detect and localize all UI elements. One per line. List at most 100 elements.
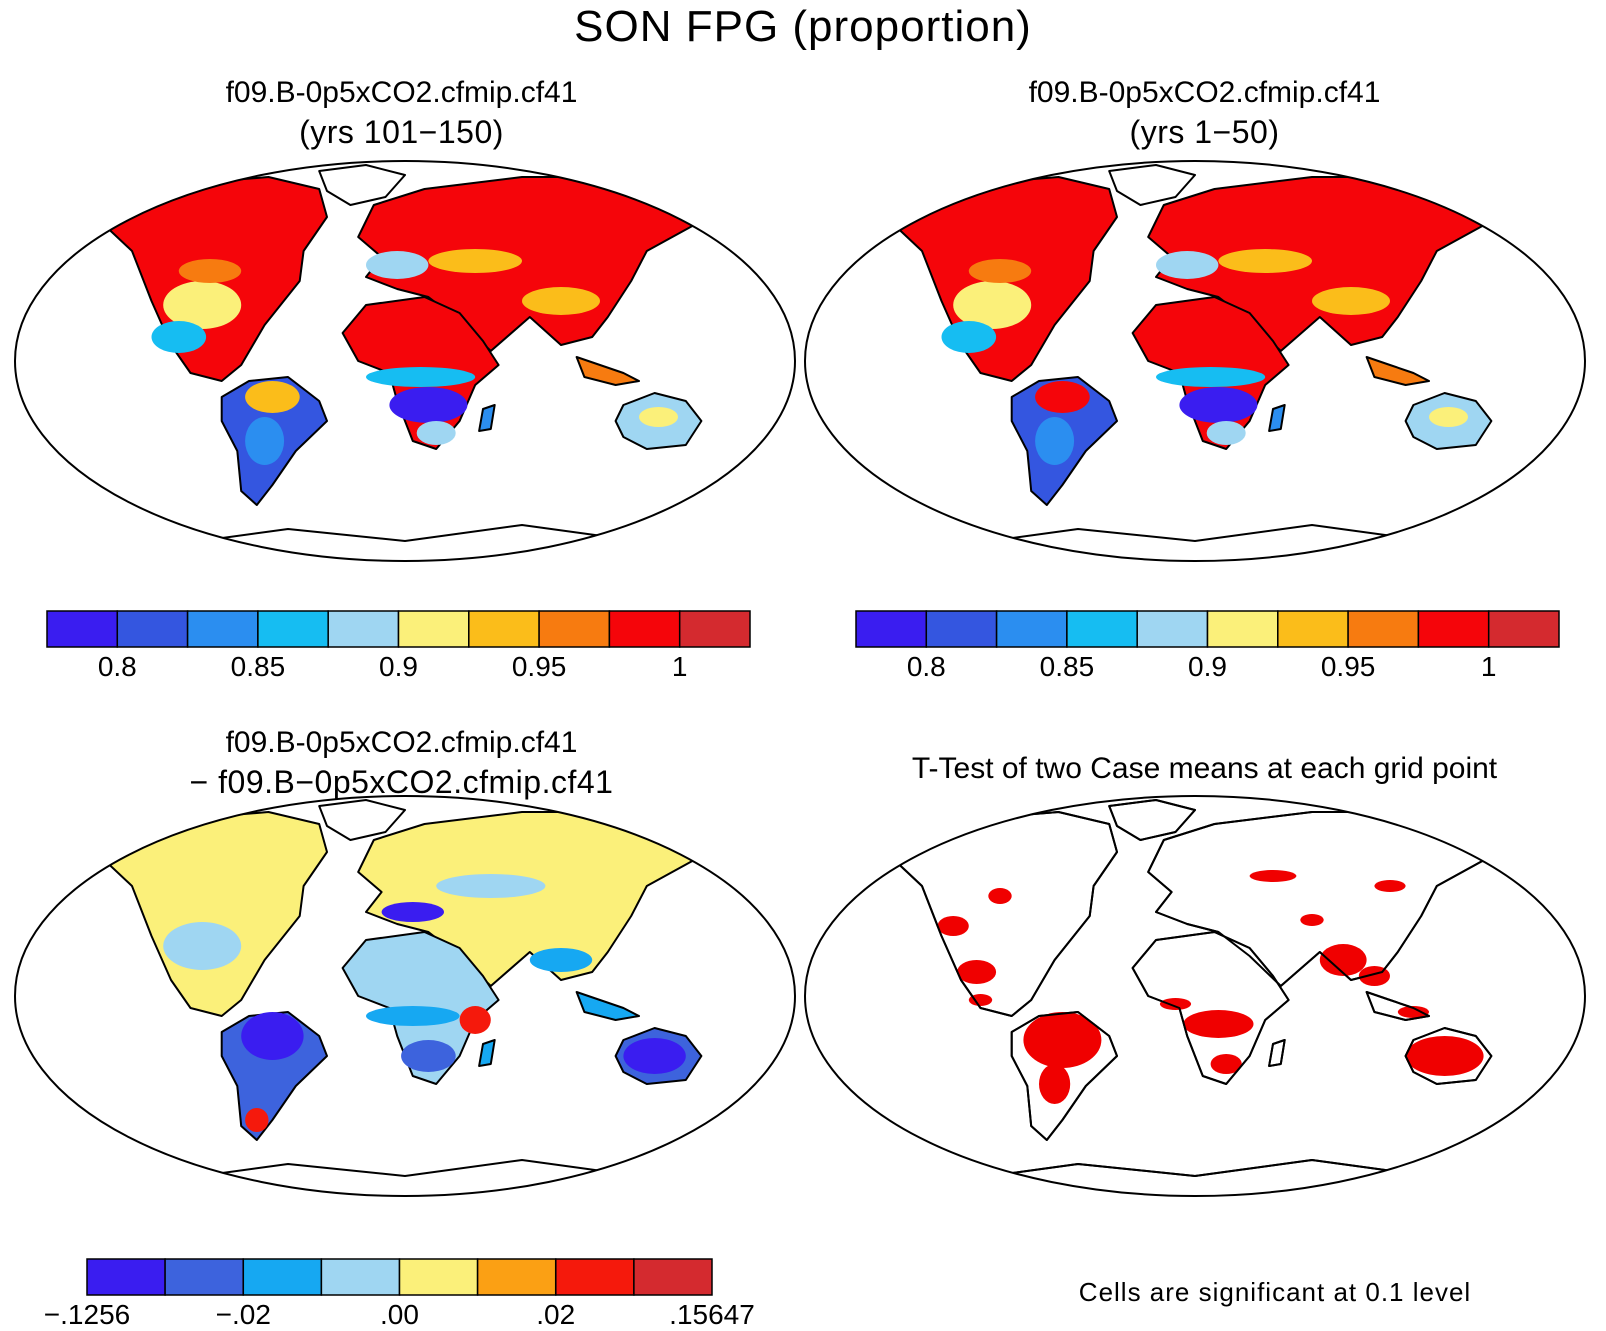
colorbar-tick-label: 0.95 (1320, 651, 1376, 682)
colorbar-swatch-0 (46, 610, 119, 648)
map-panel-2 (889, 164, 1501, 561)
colorbar-tick-label: 0.85 (230, 651, 286, 682)
significant-area-11 (1405, 1036, 1484, 1076)
panel4-title: T-Test of two Case means at each grid po… (911, 752, 1498, 785)
significant-area-10 (1397, 1006, 1429, 1018)
map2-frame (804, 160, 1586, 562)
continent-madagascar (478, 404, 496, 432)
colorbar-swatch-1 (925, 610, 998, 648)
colorbar-tick-label: 1 (1480, 651, 1497, 682)
outline-greenland (1108, 799, 1196, 841)
patch-canada (968, 259, 1032, 283)
continent-seAsia (575, 991, 640, 1021)
map3-frame (14, 795, 796, 1197)
colorbar-swatch-5 (476, 1258, 557, 1296)
colorbar-swatch-9 (1487, 610, 1560, 648)
patch-central-africa (1179, 387, 1258, 423)
continent-greenland (318, 799, 406, 841)
colorbar-tick-label: 0.8 (906, 651, 946, 682)
colorbar-swatch-6 (555, 1258, 635, 1296)
colorbar-tick-label: −.02 (215, 1299, 271, 1330)
patch-us-east (163, 281, 242, 329)
colorbar-tick-label: 0.8 (97, 651, 137, 682)
patch-us-south (151, 321, 207, 353)
continent-madagascar (1268, 404, 1286, 432)
colorbar-swatch-4 (398, 1258, 479, 1296)
patch-sahel (1156, 367, 1266, 387)
colorbar-panel-3 (86, 1258, 713, 1296)
significant-area-7 (1210, 1054, 1242, 1074)
panel2-title: f09.B-0p5xCO2.cfmip.cf41 (1028, 76, 1381, 109)
continent-seAsia (1365, 356, 1430, 386)
colorbar-swatch-8 (1417, 610, 1490, 648)
colorbar-swatch-7 (538, 610, 611, 648)
colorbar-swatch-4 (1136, 610, 1209, 648)
patch-india (529, 948, 593, 972)
colorbar-swatch-5 (397, 610, 470, 648)
colorbar-swatch-4 (327, 610, 400, 648)
patch-south-america (1035, 417, 1075, 465)
colorbar-swatch-1 (164, 1258, 244, 1296)
outline-antarctica (960, 1159, 1430, 1196)
panel1-subtitle: (yrs 101−150) (299, 114, 504, 150)
patch-australia (639, 407, 678, 427)
continent-seAsia (575, 356, 640, 386)
patch-mediterranean (381, 902, 444, 922)
map-panel-3 (99, 799, 711, 1196)
colorbar-tick-label: .15647 (669, 1299, 755, 1330)
patch-russia (436, 874, 546, 898)
continent-antarctica (960, 1159, 1430, 1196)
patch-south-america (245, 417, 285, 465)
colorbar-swatch-3 (257, 610, 329, 648)
colorbar-tick-label: .02 (536, 1299, 576, 1330)
patch-southern-africa (401, 1040, 456, 1072)
continent-antarctica (960, 524, 1430, 561)
panel2-subtitle: (yrs 1−50) (1129, 114, 1280, 150)
significant-area-3 (937, 916, 969, 936)
colorbar-swatch-0 (855, 610, 928, 648)
patch-us-south (941, 321, 997, 353)
panel3-subtitle: − f09.B−0p5xCO2.cfmip.cf41 (189, 764, 614, 800)
patch-central-africa (389, 387, 468, 423)
colorbar-tick-label: 0.85 (1039, 651, 1095, 682)
continent-madagascar (478, 1039, 496, 1067)
significant-area-4 (988, 888, 1012, 904)
continent-antarctica (170, 1159, 640, 1196)
significant-area-12 (1249, 870, 1297, 882)
patch-east-africa (459, 1006, 491, 1034)
significance-note: Cells are significant at 0.1 level (1078, 1277, 1472, 1307)
patch-canada (178, 259, 242, 283)
significant-area-5 (1183, 1010, 1254, 1038)
continent-northAmerica (99, 811, 328, 1017)
colorbar-panel-2 (855, 610, 1560, 648)
significant-area-6 (1159, 998, 1192, 1010)
continent-antarctica (170, 524, 640, 561)
patch-southern-africa (416, 421, 456, 445)
outline-australia (1404, 1027, 1493, 1085)
colorbar-swatch-2 (242, 1258, 323, 1296)
patch-russia (428, 249, 522, 273)
patch-amazon (241, 1012, 304, 1060)
patch-australia (623, 1038, 686, 1074)
patch-us-east (163, 922, 242, 970)
patch-amazon (245, 381, 300, 413)
colorbar-swatch-7 (633, 1258, 713, 1296)
colorbar-swatch-5 (1206, 610, 1279, 648)
patch-us-east (953, 281, 1032, 329)
patch-patagonia (245, 1108, 269, 1132)
significant-area-13 (1374, 880, 1406, 892)
colorbar-tick-label: 0.9 (379, 651, 418, 682)
panel3-title: f09.B-0p5xCO2.cfmip.cf41 (225, 726, 578, 759)
colorbar-swatch-1 (116, 610, 189, 648)
colorbar-tick-label: 0.9 (1188, 651, 1227, 682)
colorbar-swatch-3 (1066, 610, 1138, 648)
colorbar-swatch-8 (608, 610, 681, 648)
outline-madagascar (1268, 1039, 1286, 1067)
colorbar-tick-label: 0.95 (511, 651, 567, 682)
outline-northAmerica (889, 811, 1118, 1017)
outline-seAsia (1365, 991, 1430, 1021)
colorbar-swatch-9 (678, 610, 751, 648)
significant-area-1 (1039, 1064, 1071, 1104)
colorbar-swatch-3 (320, 1258, 401, 1296)
